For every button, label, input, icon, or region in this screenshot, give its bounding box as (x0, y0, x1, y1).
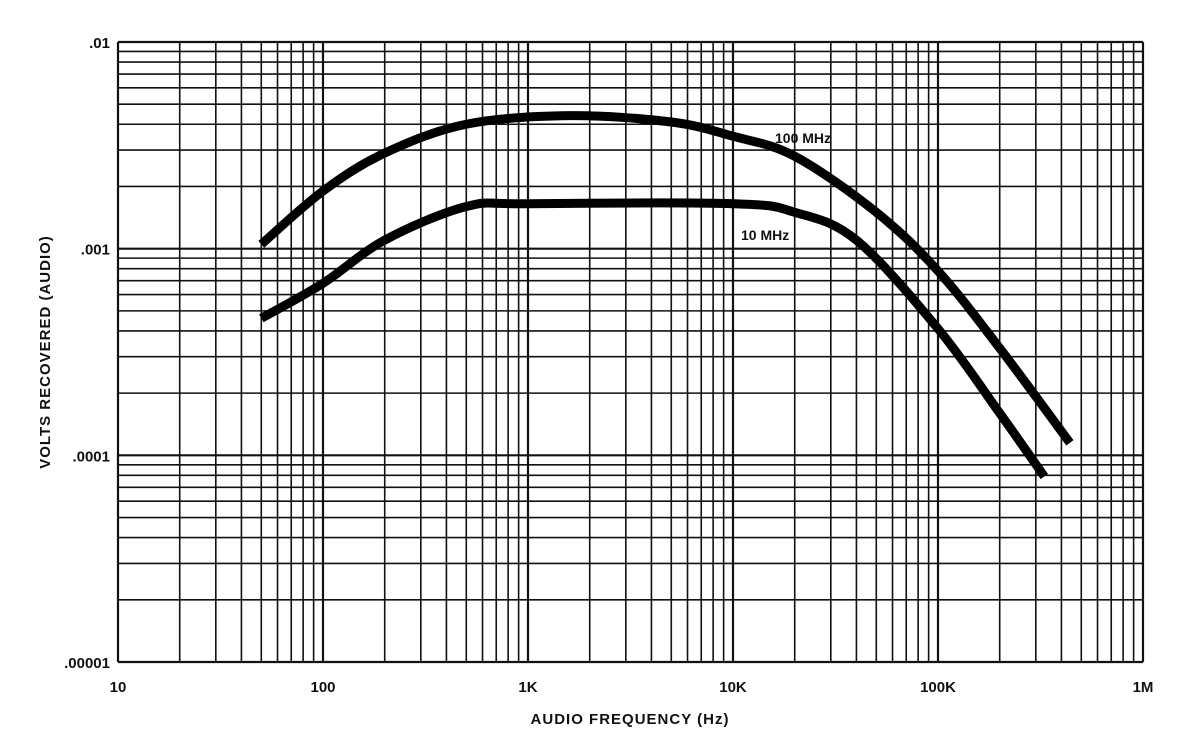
series-label-100mhz: 100 MHz (775, 130, 831, 146)
y-axis-title: VOLTS RECOVERED (AUDIO) (37, 235, 54, 469)
x-axis-title: AUDIO FREQUENCY (Hz) (531, 711, 730, 728)
x-tick-label: 1K (518, 679, 537, 696)
x-tick-label: 10K (719, 679, 747, 696)
x-tick-label: 1M (1133, 679, 1154, 696)
x-tick-label: 100K (920, 679, 956, 696)
y-tick-label: .001 (81, 242, 110, 259)
y-tick-label: .00001 (64, 655, 110, 672)
series-line-10mhz (259, 198, 1048, 480)
y-tick-labels: .01 .001 .0001 .00001 (64, 35, 110, 672)
x-tick-labels: 10 100 1K 10K 100K 1M (110, 679, 1154, 696)
series-label-10mhz: 10 MHz (741, 227, 789, 243)
series-line-100mhz (258, 111, 1074, 446)
series-lines (258, 111, 1074, 480)
y-tick-label: .01 (89, 35, 110, 52)
grid (116, 40, 1145, 664)
x-tick-label: 10 (110, 679, 127, 696)
x-tick-label: 100 (310, 679, 335, 696)
y-tick-label: .0001 (72, 448, 110, 465)
